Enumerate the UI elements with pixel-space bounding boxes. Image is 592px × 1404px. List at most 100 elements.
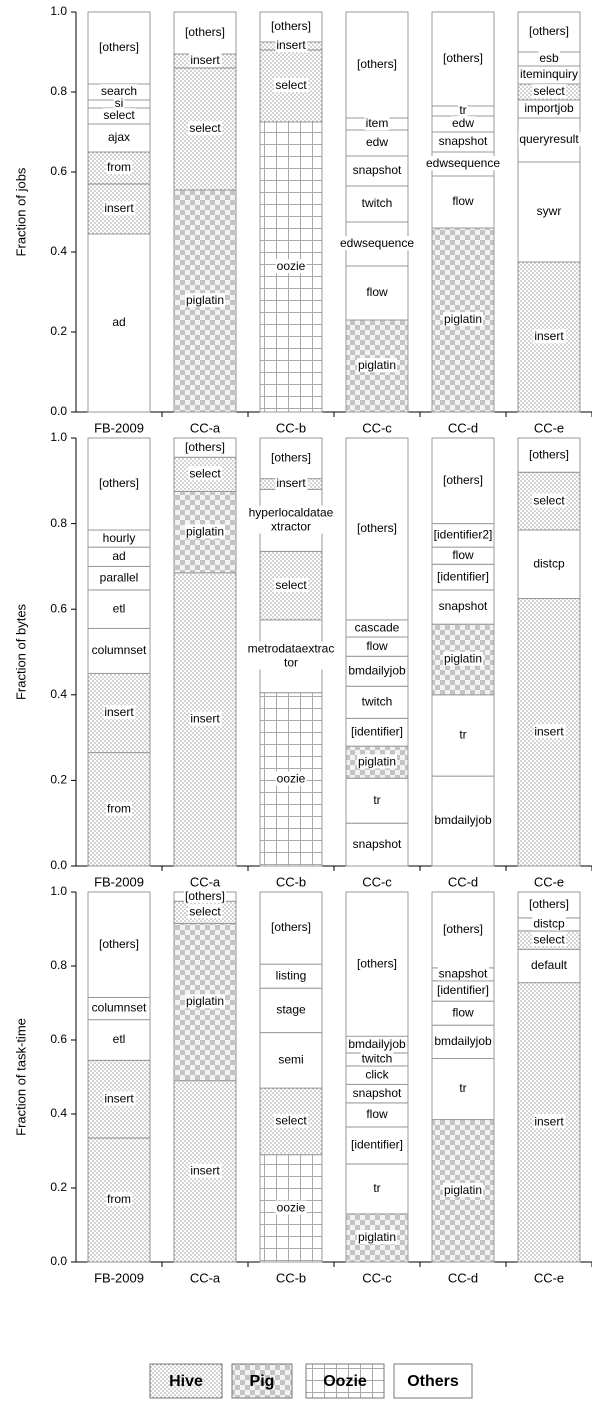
y-tick-label: 0.0: [50, 1254, 67, 1268]
bar-segment: [345, 1163, 409, 1215]
segment-label: tr: [459, 1081, 466, 1095]
segment-label: insert: [190, 1164, 220, 1178]
segment-label-bg: [441, 472, 485, 487]
segment-label-bg: [246, 641, 336, 670]
segment-label-bg: [189, 711, 222, 726]
segment-label-bg: [349, 724, 405, 739]
segment-label: [others]: [99, 40, 139, 54]
segment-label: [identifier]: [437, 983, 489, 997]
segment-label-bg: [364, 135, 390, 150]
segment-label: listing: [276, 968, 307, 982]
segment-label-bg: [247, 505, 335, 534]
segment-label-bg: [424, 156, 502, 171]
segment-label: columnset: [92, 1001, 147, 1015]
segment-label-bg: [349, 1137, 405, 1152]
segment-label: default: [531, 958, 568, 972]
segment-label-bg: [356, 358, 398, 373]
y-tick-label: 0.8: [50, 516, 67, 530]
segment-label: insert: [276, 476, 306, 490]
segment-label-bg: [351, 836, 404, 851]
segment-label-bg: [90, 1000, 149, 1015]
segment-label-bg: [527, 24, 571, 39]
segment-label: [others]: [357, 57, 397, 71]
y-tick-label: 0.4: [50, 687, 67, 701]
segment-label: insert: [534, 1114, 564, 1128]
x-tick-label: FB-2009: [94, 1270, 144, 1285]
segment-label-bg: [338, 236, 416, 251]
segment-label: snapshot: [439, 599, 488, 613]
segment-label-bg: [527, 897, 571, 912]
segment-label-bg: [532, 916, 566, 931]
y-tick-label: 0.2: [50, 1180, 67, 1194]
segment-label-bg: [183, 25, 227, 40]
x-tick-label: CC-c: [362, 874, 392, 889]
y-tick-label: 0.8: [50, 958, 67, 972]
y-tick-label: 0.4: [50, 244, 67, 258]
segment-label: semi: [278, 1053, 303, 1067]
segment-label-bg: [372, 792, 382, 807]
segment-label: snapshot: [439, 966, 488, 980]
legend-label: Pig: [250, 1373, 275, 1390]
segment-label-bg: [347, 663, 408, 678]
segment-label-bg: [102, 108, 137, 123]
segment-label-bg: [532, 556, 566, 571]
segment-label: [others]: [271, 19, 311, 33]
legend-swatch: [231, 1363, 293, 1399]
segment-label: item: [366, 116, 389, 130]
segment-label-bg: [351, 1085, 404, 1100]
segment-label: edw: [366, 135, 388, 149]
segment-label-bg: [458, 1081, 468, 1096]
segment-label-bg: [451, 547, 476, 562]
segment-label-bg: [269, 19, 313, 34]
segment-label-bg: [111, 315, 127, 330]
y-tick-label: 0.4: [50, 1106, 67, 1120]
segment-label-bg: [275, 38, 308, 53]
segment-label-bg: [532, 84, 567, 99]
y-tick-label: 0.8: [50, 84, 67, 98]
segment-label: [identifier]: [351, 724, 403, 738]
segment-label-bg: [360, 1051, 394, 1066]
y-axis-title: Fraction of task-time: [13, 1018, 28, 1136]
segment-label-bg: [518, 132, 581, 147]
y-tick-label: 1.0: [50, 884, 67, 898]
segment-label-bg: [99, 84, 139, 99]
segment-label-bg: [532, 932, 567, 947]
segment-label: select: [275, 1114, 307, 1128]
y-tick-label: 1.0: [50, 430, 67, 444]
segment-label: metrodataextrac tor: [248, 641, 335, 669]
segment-label: cascade: [355, 621, 400, 635]
segment-label-bg: [188, 904, 223, 919]
segment-label: flow: [452, 1005, 474, 1019]
segment-label-bg: [189, 53, 222, 68]
segment-label-bg: [518, 67, 580, 82]
segment-label: edw: [452, 116, 474, 130]
segment-label: edwsequence: [426, 156, 500, 170]
segment-label-bg: [351, 163, 404, 178]
segment-label: piglatin: [186, 524, 224, 538]
segment-label: piglatin: [186, 293, 224, 307]
bar-segment: [87, 1019, 151, 1061]
segment-label-bg: [97, 936, 141, 951]
segment-label-bg: [535, 204, 563, 219]
y-tick-label: 0.0: [50, 404, 67, 418]
segment-label: snapshot: [353, 1086, 402, 1100]
segment-label: [others]: [185, 440, 225, 454]
segment-label: [identifier]: [351, 1138, 403, 1152]
x-tick-label: CC-a: [190, 874, 221, 889]
segment-label: queryresult: [519, 132, 579, 146]
segment-label-bg: [533, 724, 566, 739]
segment-label-bg: [189, 1163, 222, 1178]
segment-label-bg: [360, 196, 394, 211]
segment-label-bg: [269, 920, 313, 935]
segment-label: esb: [539, 51, 559, 65]
segment-label-bg: [355, 57, 399, 72]
segment-label: [others]: [185, 25, 225, 39]
segment-label: insert: [190, 712, 220, 726]
segment-label-bg: [442, 1182, 484, 1197]
segment-label-bg: [277, 1052, 305, 1067]
segment-label-bg: [106, 801, 133, 816]
segment-label-bg: [365, 1107, 390, 1122]
segment-label: piglatin: [444, 652, 482, 666]
segment-label: piglatin: [444, 1183, 482, 1197]
segment-label: [others]: [443, 473, 483, 487]
